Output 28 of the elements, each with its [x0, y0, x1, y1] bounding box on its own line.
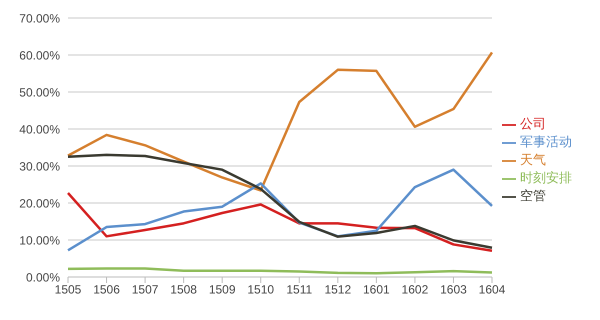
x-tick-label: 1505: [54, 282, 82, 297]
x-tick-label: 1507: [132, 282, 159, 297]
x-tick-label: 1509: [208, 282, 236, 297]
legend-label: 天气: [520, 152, 546, 167]
y-tick-label: 50.00%: [19, 85, 60, 100]
line-series: [66, 51, 494, 192]
x-tick-label: 1510: [247, 282, 274, 297]
x-tick-label: 1602: [402, 282, 429, 297]
y-tick-label: 60.00%: [19, 48, 60, 62]
x-tick-label: 1512: [324, 282, 352, 297]
legend-label: 空管: [520, 188, 546, 203]
y-tick-label: 0.00%: [26, 270, 60, 284]
x-tick-label: 1508: [170, 282, 198, 297]
y-tick-label: 20.00%: [19, 196, 60, 210]
x-tick-label: 1603: [440, 282, 468, 297]
legend-label: 公司: [520, 116, 546, 131]
legend-label: 军事活动: [520, 134, 572, 149]
x-tick-label: 1604: [478, 282, 506, 297]
line-series: [66, 154, 494, 250]
x-tick-label: 1506: [93, 282, 120, 297]
y-tick-label: 40.00%: [19, 122, 60, 136]
x-tick-label: 1601: [363, 282, 390, 297]
y-tick-label: 70.00%: [19, 11, 60, 26]
x-tick-label: 1511: [286, 282, 312, 297]
y-tick-label: 10.00%: [19, 233, 60, 248]
y-tick-label: 30.00%: [19, 159, 60, 174]
legend-label: 时刻安排: [520, 170, 572, 185]
line-series: [66, 192, 494, 252]
